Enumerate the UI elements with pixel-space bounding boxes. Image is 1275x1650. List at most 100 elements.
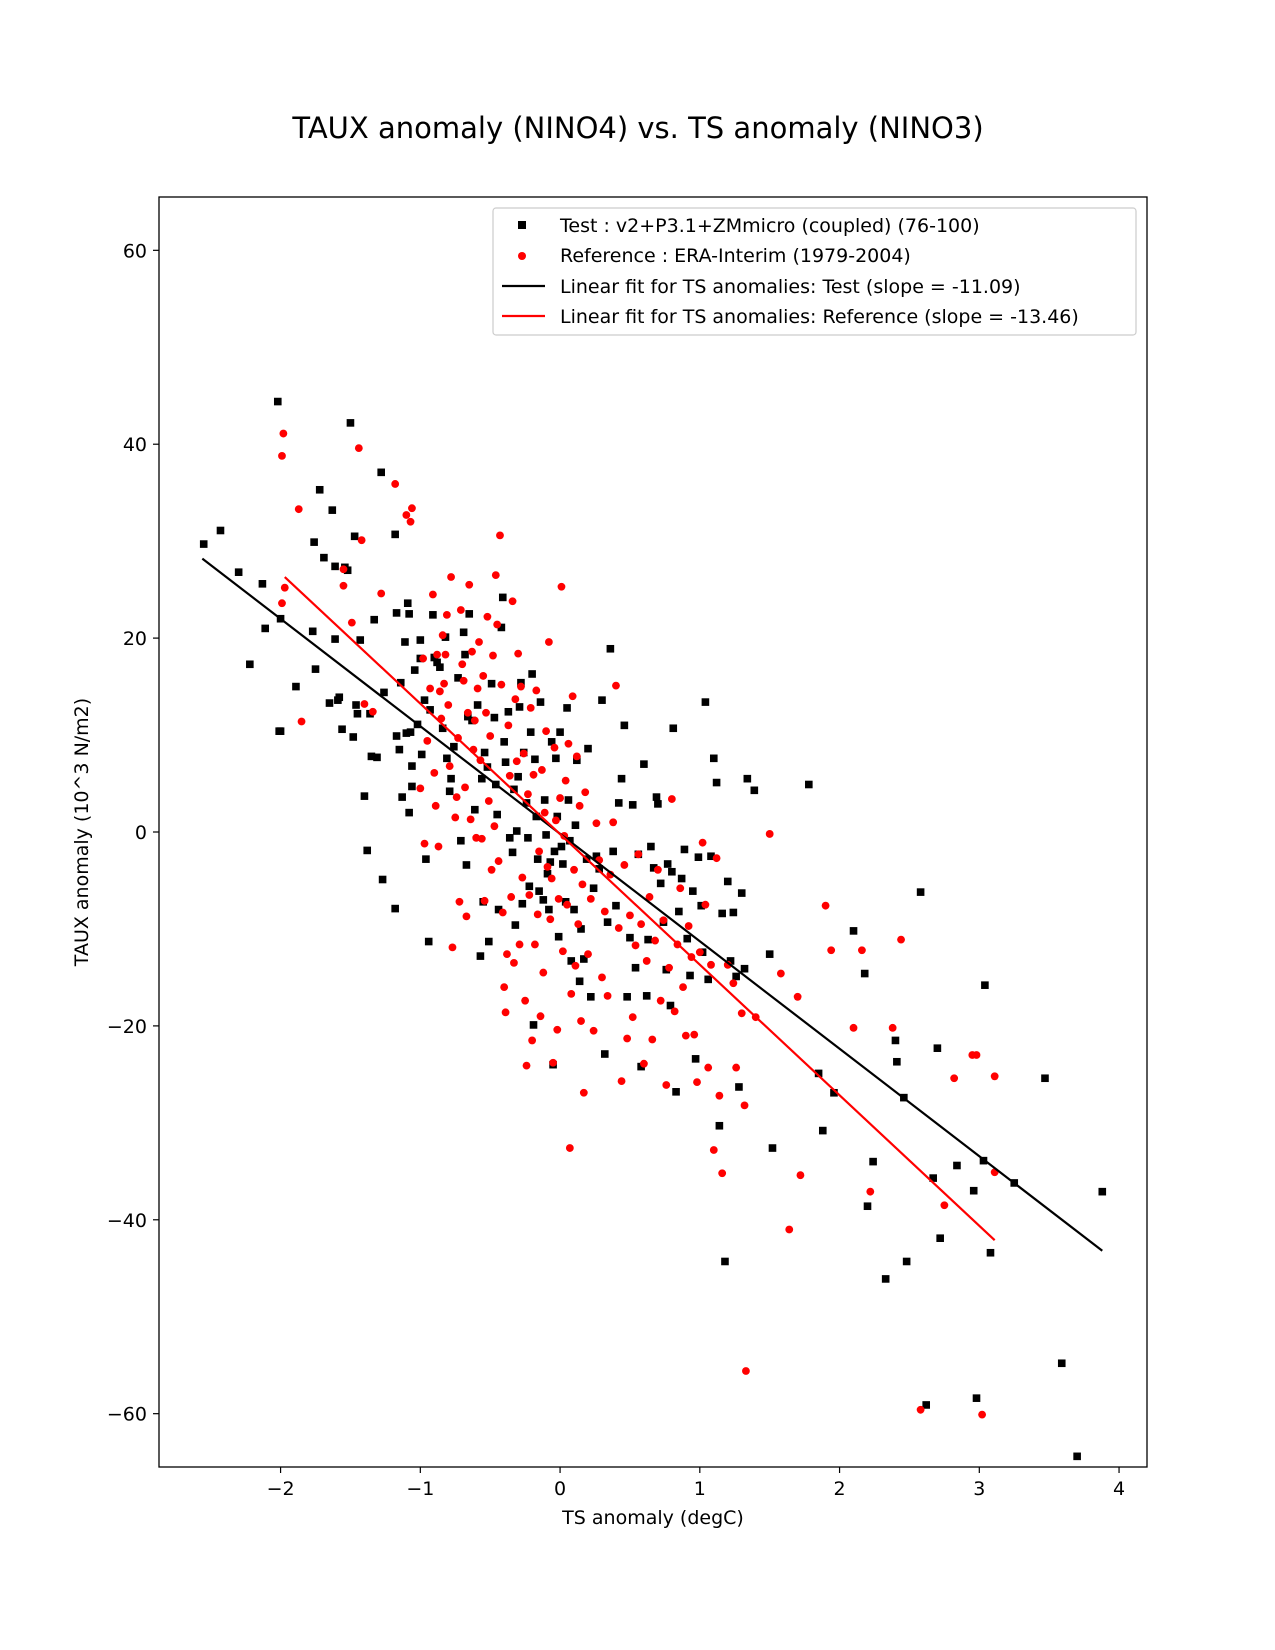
test-point [697, 901, 706, 910]
reference-point [423, 736, 432, 745]
test-point [969, 1186, 978, 1195]
test-point [308, 627, 317, 636]
reference-point [598, 973, 606, 982]
test-point [666, 1001, 675, 1010]
reference-point [339, 565, 348, 574]
test-point [547, 738, 556, 746]
test-point [675, 907, 683, 916]
reference-point [461, 783, 469, 792]
test-point [416, 636, 425, 644]
reference-point [533, 910, 542, 919]
reference-point [858, 946, 866, 955]
test-point [640, 760, 648, 768]
reference-point [408, 504, 416, 513]
reference-point [679, 983, 687, 992]
test-point [1073, 1452, 1081, 1461]
reference-point [455, 897, 464, 906]
reference-point [484, 797, 493, 805]
test-point [346, 419, 355, 427]
test-point [338, 725, 346, 734]
reference-point [653, 865, 662, 874]
reference-point [572, 752, 581, 761]
test-point [559, 860, 567, 868]
test-point [726, 957, 735, 965]
test-point [571, 821, 580, 830]
reference-point [459, 676, 468, 685]
reference-point [553, 1025, 562, 1034]
test-point [768, 1144, 777, 1152]
reference-point [718, 1169, 727, 1178]
reference-point [581, 788, 590, 797]
reference-point [536, 1012, 545, 1021]
test-point [587, 993, 595, 1001]
test-point [438, 724, 447, 733]
test-point [343, 566, 352, 575]
reference-point [528, 1036, 537, 1045]
reference-point [546, 915, 555, 924]
test-point [391, 904, 399, 913]
reference-point [567, 990, 576, 998]
test-point [916, 888, 925, 896]
reference-point [294, 505, 303, 514]
test-point [398, 793, 406, 801]
reference-point [575, 801, 584, 810]
test-point [328, 506, 337, 514]
test-point [570, 905, 578, 914]
test-point [526, 728, 535, 736]
reference-point [494, 857, 503, 865]
test-point [592, 852, 601, 861]
y-axis-ticks: −60 −40 −20 0 20 40 60 [107, 240, 159, 1426]
test-point [408, 782, 416, 791]
test-point [849, 927, 858, 935]
test-point [723, 877, 732, 886]
test-point [246, 660, 254, 669]
test-point [454, 674, 462, 682]
y-tick-label: −20 [107, 1016, 147, 1038]
test-point [721, 1257, 729, 1266]
test-point [575, 977, 584, 986]
reference-point [438, 631, 447, 640]
reference-point [765, 830, 774, 838]
test-point [511, 921, 520, 929]
reference-point [441, 650, 450, 659]
reference-point [570, 865, 578, 874]
test-point [881, 1275, 890, 1283]
reference-point [584, 950, 592, 959]
test-point [542, 831, 550, 839]
test-point [589, 884, 598, 893]
reference-point [524, 790, 532, 799]
reference-point [529, 770, 538, 779]
test-point [450, 742, 458, 751]
reference-point [489, 651, 497, 660]
test-point [471, 805, 479, 814]
reference-point [465, 580, 474, 589]
reference-point [897, 935, 905, 944]
reference-point [561, 776, 570, 785]
test-point [743, 774, 752, 783]
reference-point [676, 884, 685, 893]
reference-point [442, 610, 451, 619]
test-point [436, 663, 444, 671]
test-point [902, 1257, 911, 1266]
test-point [315, 485, 324, 494]
test-point [981, 981, 989, 989]
reference-point [468, 647, 476, 656]
test-point [459, 628, 468, 637]
test-point [972, 1394, 981, 1402]
test-point [891, 1036, 900, 1045]
reference-point [278, 451, 286, 460]
test-point [430, 653, 439, 662]
reference-point [542, 727, 550, 736]
test-point [683, 934, 692, 943]
test-point [715, 1121, 724, 1130]
test-point [1098, 1187, 1107, 1196]
reference-point [493, 620, 502, 629]
reference-point [420, 839, 429, 848]
legend-label-test-fit: Linear fit for TS anomalies: Test (slope… [560, 276, 1021, 298]
reference-point [681, 1031, 690, 1040]
reference-point [507, 893, 516, 901]
test-point [406, 728, 415, 736]
test-point [672, 1088, 680, 1096]
reference-point [556, 794, 564, 802]
reference-point [475, 638, 483, 646]
